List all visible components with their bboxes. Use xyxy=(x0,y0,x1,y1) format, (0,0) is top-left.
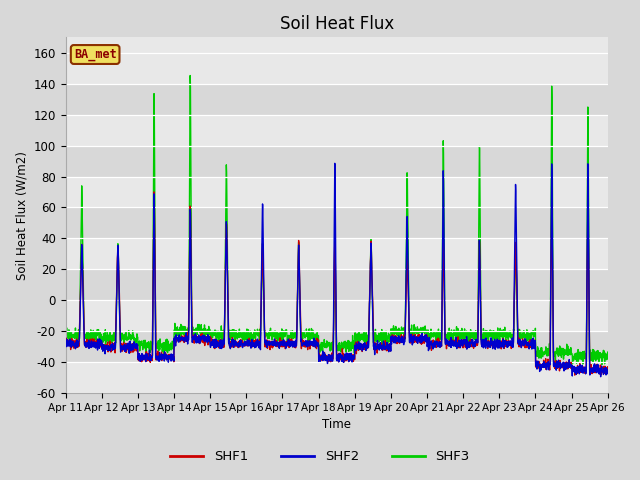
Title: Soil Heat Flux: Soil Heat Flux xyxy=(280,15,394,33)
Bar xyxy=(66,84,608,115)
Bar xyxy=(66,53,608,84)
Text: BA_met: BA_met xyxy=(74,48,116,61)
SHF1 xyxy=(572,369,579,375)
Bar xyxy=(66,269,608,300)
SHF2 xyxy=(572,370,579,375)
Line: SHF2: SHF2 xyxy=(66,163,608,377)
SHF1 xyxy=(213,340,221,346)
SHF1 xyxy=(353,351,360,357)
Line: SHF1: SHF1 xyxy=(66,192,608,375)
SHF1 xyxy=(364,342,372,348)
Bar xyxy=(66,207,608,239)
SHF2 xyxy=(364,343,372,348)
SHF1 xyxy=(150,189,158,195)
SHF2 xyxy=(353,340,360,346)
SHF3 xyxy=(494,332,502,337)
SHF1 xyxy=(556,358,564,363)
Bar xyxy=(66,300,608,331)
SHF3 xyxy=(604,349,612,355)
Legend: SHF1, SHF2, SHF3: SHF1, SHF2, SHF3 xyxy=(165,445,475,468)
SHF3 xyxy=(353,336,360,342)
SHF2 xyxy=(213,340,221,346)
Y-axis label: Soil Heat Flux (W/m2): Soil Heat Flux (W/m2) xyxy=(15,151,28,280)
Line: SHF3: SHF3 xyxy=(66,75,608,364)
SHF2 xyxy=(604,371,612,376)
SHF1 xyxy=(494,338,502,344)
SHF2 xyxy=(494,339,502,345)
SHF2 xyxy=(331,160,339,166)
SHF1 xyxy=(62,336,70,342)
SHF3 xyxy=(186,72,194,78)
Bar xyxy=(66,177,608,207)
SHF1 xyxy=(571,372,579,378)
Bar xyxy=(66,239,608,269)
Bar xyxy=(66,145,608,177)
X-axis label: Time: Time xyxy=(322,419,351,432)
Bar xyxy=(66,115,608,145)
SHF1 xyxy=(604,364,612,370)
SHF3 xyxy=(364,337,372,343)
SHF2 xyxy=(556,363,564,369)
SHF3 xyxy=(572,352,579,358)
SHF2 xyxy=(597,374,605,380)
Bar xyxy=(66,331,608,362)
SHF3 xyxy=(62,330,70,336)
SHF3 xyxy=(213,333,221,338)
SHF3 xyxy=(598,361,605,367)
Bar xyxy=(66,362,608,393)
SHF3 xyxy=(556,352,564,358)
SHF2 xyxy=(62,335,70,341)
